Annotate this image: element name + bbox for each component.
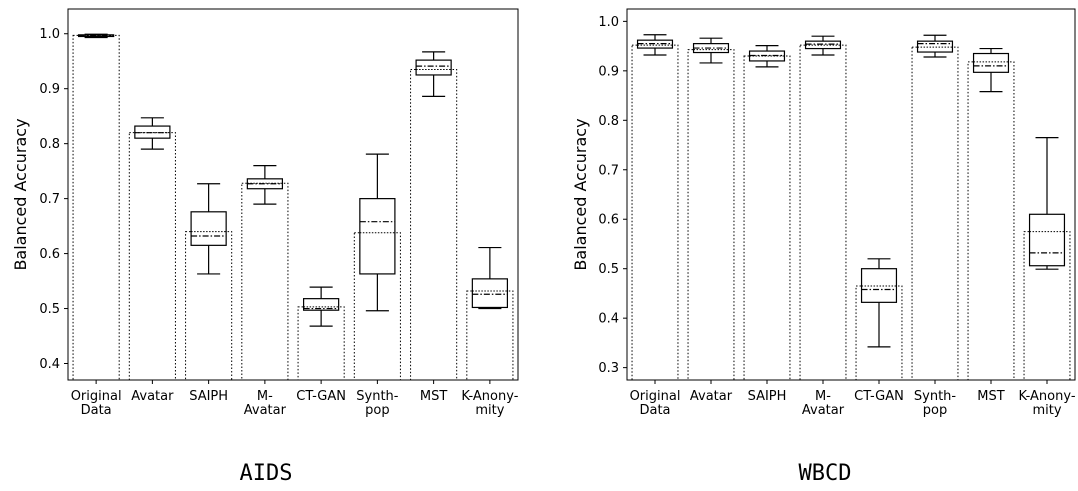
mean-bar xyxy=(128,132,176,381)
mean-bar xyxy=(353,232,401,381)
x-tick-label: Avatar xyxy=(802,403,845,418)
y-tick-label: 0.9 xyxy=(39,82,60,97)
box-2 xyxy=(743,45,791,381)
y-tick-label: 0.5 xyxy=(39,302,60,317)
box-4 xyxy=(855,258,903,381)
y-tick-label: 1.0 xyxy=(39,27,60,42)
y-tick-label: 0.8 xyxy=(39,137,60,152)
x-tick-label: K-Anony- xyxy=(461,389,518,404)
y-tick-label: 0.4 xyxy=(598,312,619,327)
mean-bar xyxy=(743,55,791,381)
y-tick-label: 0.7 xyxy=(598,163,619,178)
x-tick-label: pop xyxy=(923,403,947,418)
x-tick-label: Original xyxy=(71,389,122,404)
box-4 xyxy=(297,286,345,381)
iqr-box xyxy=(190,211,227,246)
y-tick-label: 0.6 xyxy=(39,247,60,262)
x-tick-label: CT-GAN xyxy=(296,389,346,404)
iqr-box xyxy=(804,40,842,50)
x-tick-label: Original xyxy=(630,389,681,404)
aids-chart-panel: 0.4 0.5 0.6 0.7 0.8 0.9 1.0 Balanced Accuracy Or… xyxy=(11,8,519,418)
x-tick-label: Synth- xyxy=(356,389,399,404)
x-tick-label: MST xyxy=(420,389,447,404)
iqr-box xyxy=(916,40,954,53)
mean-bar xyxy=(72,34,120,381)
box-6 xyxy=(967,47,1015,381)
x-tick-label: Data xyxy=(81,403,112,418)
box-2 xyxy=(185,183,233,381)
wbcd-caption: WBCD xyxy=(799,461,852,486)
iqr-box xyxy=(860,268,898,303)
box-0 xyxy=(72,33,120,381)
x-tick-label: mity xyxy=(475,403,504,418)
x-tick-label: CT-GAN xyxy=(854,389,904,404)
y-axis-label: Balanced Accuracy xyxy=(571,118,590,270)
mean-bar xyxy=(241,182,289,381)
x-tick-label: MST xyxy=(977,389,1004,404)
y-tick-label: 1.0 xyxy=(598,15,619,30)
y-tick-label: 0.5 xyxy=(598,262,619,277)
x-tick-label: Avatar xyxy=(690,389,733,404)
y-tick-label: 0.9 xyxy=(598,64,619,79)
box-1 xyxy=(128,117,176,381)
x-tick-label: Synth- xyxy=(914,389,957,404)
x-tick-label: SAIPH xyxy=(189,389,228,404)
x-tick-label: Data xyxy=(639,403,670,418)
y-tick-label: 0.6 xyxy=(598,213,619,228)
x-tick-label: SAIPH xyxy=(748,389,787,404)
box-1 xyxy=(687,37,735,381)
wbcd-chart-panel: 0.3 0.4 0.5 0.6 0.7 0.8 0.9 1.0 Balanced Accurac… xyxy=(571,8,1076,418)
plot-frame xyxy=(67,8,519,381)
box-7 xyxy=(1023,137,1071,381)
box-3 xyxy=(241,165,289,381)
y-tick-label: 0.8 xyxy=(598,114,619,129)
box-6 xyxy=(410,51,458,381)
y-axis-label: Balanced Accuracy xyxy=(11,118,30,270)
x-tick-label: Avatar xyxy=(244,403,287,418)
x-tick-label: mity xyxy=(1032,403,1061,418)
iqr-box xyxy=(972,52,1010,73)
x-tick-label: M- xyxy=(815,389,831,404)
mean-bar xyxy=(687,49,735,381)
iqr-box xyxy=(302,298,340,311)
box-3 xyxy=(799,35,847,381)
box-5 xyxy=(911,34,959,381)
iqr-box xyxy=(471,278,509,309)
x-tick-label: M- xyxy=(257,389,273,404)
box-5 xyxy=(353,153,401,381)
iqr-box xyxy=(415,59,452,76)
mean-bar xyxy=(410,68,458,381)
y-tick-label: 0.7 xyxy=(39,192,60,207)
mean-bar xyxy=(799,44,847,381)
iqr-box xyxy=(1028,213,1066,267)
mean-bar xyxy=(967,61,1015,381)
x-tick-label: K-Anony- xyxy=(1018,389,1075,404)
plot-frame xyxy=(626,8,1076,381)
mean-bar xyxy=(631,44,679,381)
mean-bar xyxy=(911,46,959,381)
y-tick-label: 0.4 xyxy=(39,357,60,372)
x-tick-label: Avatar xyxy=(131,389,174,404)
x-tick-label: pop xyxy=(365,403,389,418)
iqr-box xyxy=(359,198,396,275)
aids-caption: AIDS xyxy=(240,461,293,486)
box-0 xyxy=(631,34,679,381)
y-tick-label: 0.3 xyxy=(598,361,619,376)
box-7 xyxy=(466,246,514,381)
